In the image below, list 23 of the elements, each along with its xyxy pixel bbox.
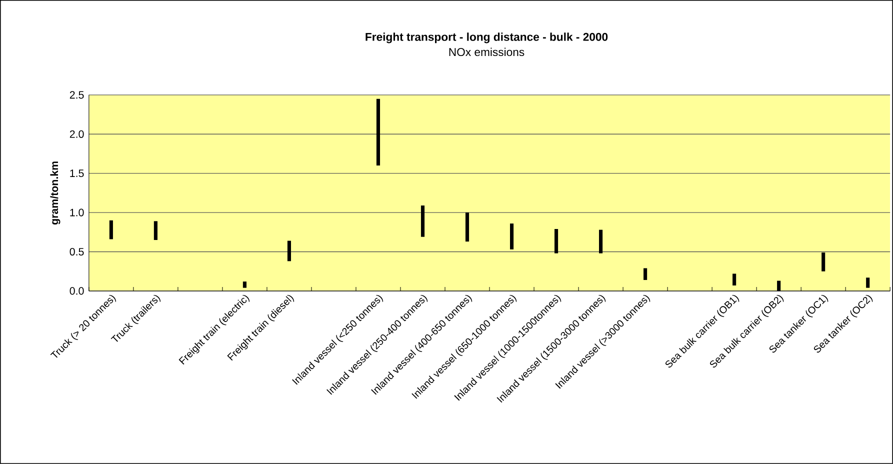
y-tick-label: 2.5: [70, 91, 84, 99]
y-tick-label: 1.0: [70, 208, 84, 216]
bar: [599, 230, 603, 254]
y-tick-label: 2.0: [70, 130, 84, 138]
bar: [822, 252, 826, 272]
bar: [465, 212, 470, 242]
chart-title: Freight transport - long distance - bulk - 2000: [366, 32, 608, 44]
y-tick-label: 1.5: [70, 170, 84, 178]
bar: [376, 98, 380, 166]
bar: [287, 240, 292, 262]
bar: [644, 268, 648, 280]
y-axis-title: gram/ton.km: [50, 162, 60, 225]
y-tick-label: 0.0: [70, 287, 84, 295]
bar: [866, 278, 870, 288]
bar: [109, 220, 113, 240]
bar: [554, 229, 558, 254]
y-tick-label: 0.5: [70, 248, 84, 256]
bar: [242, 282, 246, 288]
bar: [732, 274, 736, 286]
bar: [510, 224, 514, 250]
chart-subtitle: NOx emissions: [449, 48, 524, 56]
bar: [154, 221, 158, 240]
bar: [420, 206, 425, 237]
